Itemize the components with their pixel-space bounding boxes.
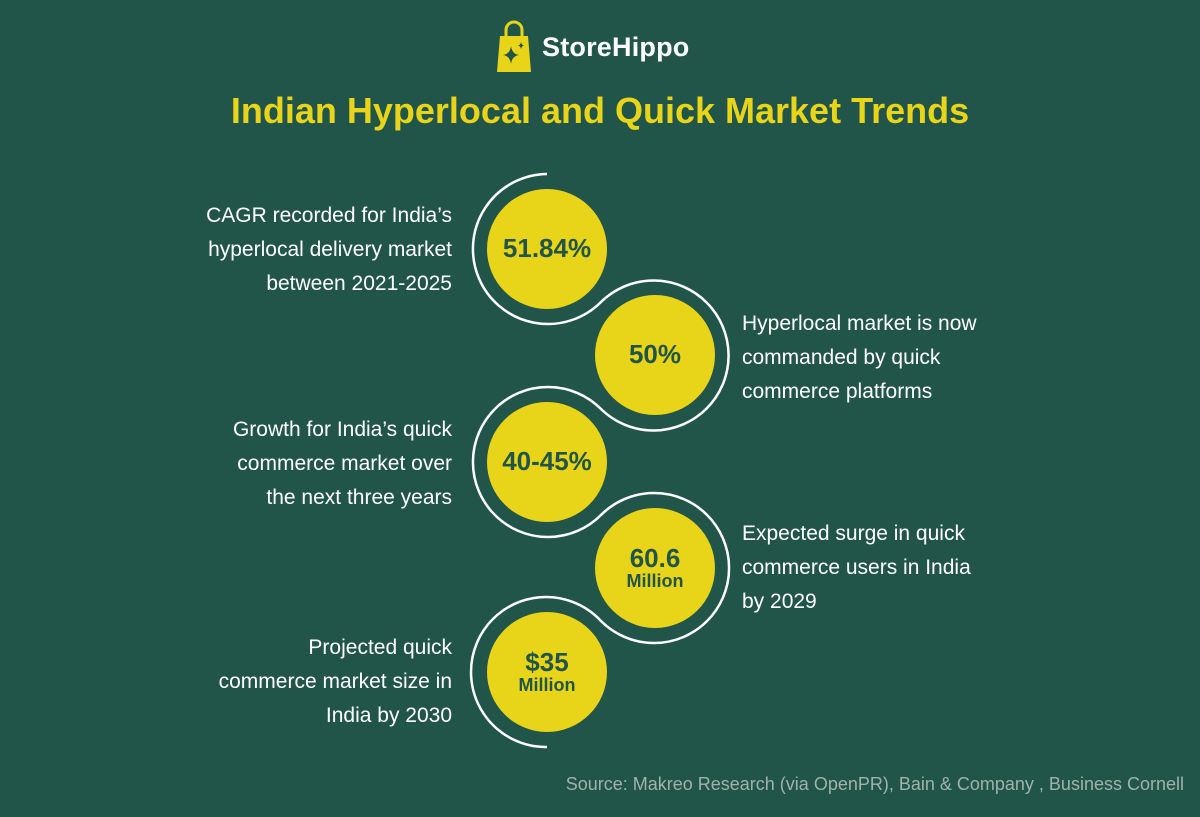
stat-unit: Million — [518, 675, 576, 696]
label-line: commerce users in India — [742, 556, 971, 579]
label-line: the next three years — [266, 486, 452, 509]
stat-value: 60.6 — [629, 542, 681, 573]
label-line: hyperlocal delivery market — [208, 238, 452, 261]
label-line: commanded by quick — [742, 346, 941, 369]
brand-logo: StoreHippo — [496, 20, 690, 74]
page-title: Indian Hyperlocal and Quick Market Trend… — [230, 90, 970, 131]
brand-name: StoreHippo — [542, 31, 690, 62]
label-line: CAGR recorded for India’s — [206, 204, 452, 227]
stat-circle-users: 60.6 Million — [595, 508, 715, 628]
label-line: India by 2030 — [325, 704, 452, 727]
label-line: commerce market size in — [218, 670, 452, 693]
stat-circle-market-size: $35 Million — [487, 612, 607, 732]
stat-value: $35 — [525, 646, 569, 677]
stat-label-market-share: Hyperlocal market is now commanded by qu… — [742, 307, 977, 409]
shopping-bag-icon — [497, 20, 531, 72]
label-line: commerce market over — [237, 452, 452, 475]
label-line: Hyperlocal market is now — [742, 312, 977, 335]
stat-value: 50% — [628, 339, 682, 370]
stat-label-cagr: CAGR recorded for India’s hyperlocal del… — [206, 199, 452, 301]
stat-value: 40-45% — [502, 446, 592, 477]
stat-circle-growth: 40-45% — [487, 402, 607, 522]
stat-unit: Million — [626, 571, 684, 592]
stat-label-users: Expected surge in quick commerce users i… — [742, 517, 971, 619]
label-line: between 2021-2025 — [266, 272, 452, 295]
label-line: by 2029 — [742, 590, 817, 613]
stat-value: 51.84% — [502, 233, 592, 264]
label-line: Expected surge in quick — [742, 522, 965, 545]
stat-label-market-size: Projected quick commerce market size in … — [219, 631, 452, 733]
label-line: Growth for India’s quick — [232, 418, 452, 441]
stat-circle-cagr: 51.84% — [487, 189, 607, 309]
label-line: commerce platforms — [742, 380, 933, 403]
stat-label-growth: Growth for India’s quick commerce market… — [233, 413, 452, 515]
stat-circle-market-share: 50% — [595, 295, 715, 415]
label-line: Projected quick — [308, 636, 452, 659]
source-citation: Source: Makreo Research (via OpenPR), Ba… — [565, 774, 1184, 794]
